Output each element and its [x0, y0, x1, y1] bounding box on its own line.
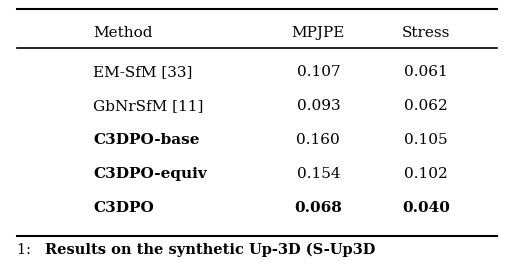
Text: 0.093: 0.093 [297, 99, 340, 113]
Text: EM-SfM [33]: EM-SfM [33] [94, 65, 193, 79]
Text: 0.107: 0.107 [297, 65, 340, 79]
Text: C3DPO-equiv: C3DPO-equiv [94, 167, 207, 181]
Text: MPJPE: MPJPE [291, 26, 345, 40]
Text: 0.068: 0.068 [295, 201, 342, 215]
Text: C3DPO: C3DPO [94, 201, 154, 215]
Text: C3DPO-base: C3DPO-base [94, 133, 200, 147]
Text: 0.160: 0.160 [297, 133, 340, 147]
Text: GbNrSfM [11]: GbNrSfM [11] [94, 99, 204, 113]
Text: Method: Method [94, 26, 153, 40]
Text: 0.061: 0.061 [404, 65, 448, 79]
Text: 0.040: 0.040 [402, 201, 450, 215]
Text: Stress: Stress [401, 26, 450, 40]
Text: 0.062: 0.062 [404, 99, 448, 113]
Text: 0.154: 0.154 [297, 167, 340, 181]
Text: 1:: 1: [17, 243, 35, 257]
Text: Results on the synthetic Up-3D (S-Up3D: Results on the synthetic Up-3D (S-Up3D [45, 243, 375, 257]
Text: 0.105: 0.105 [404, 133, 448, 147]
Text: 0.102: 0.102 [404, 167, 448, 181]
